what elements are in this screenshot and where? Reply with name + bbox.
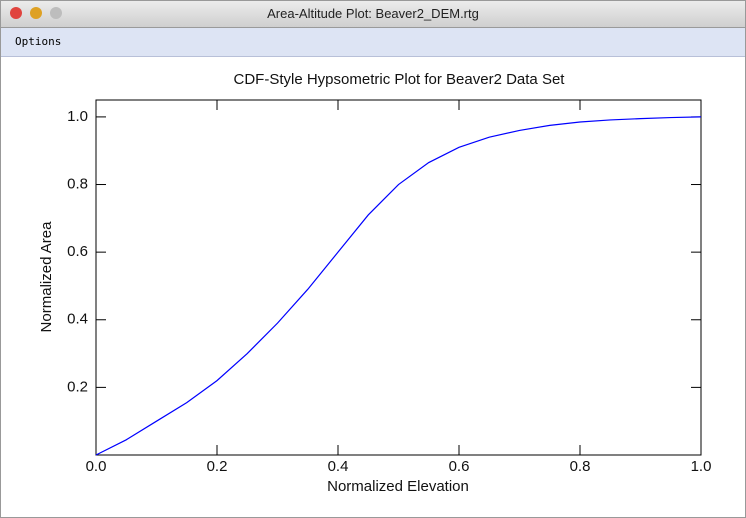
x-tick-label: 1.0 bbox=[691, 458, 712, 475]
x-tick-label: 0.8 bbox=[570, 458, 591, 475]
plot-frame bbox=[95, 99, 702, 456]
data-line bbox=[95, 116, 702, 456]
x-tick-label: 0.2 bbox=[207, 458, 228, 475]
chart-title: CDF-Style Hypsometric Plot for Beaver2 D… bbox=[234, 71, 566, 88]
minimize-button[interactable] bbox=[30, 7, 42, 19]
close-button[interactable] bbox=[10, 7, 22, 19]
y-tick-label: 0.4 bbox=[67, 311, 88, 328]
y-tick-label: 0.8 bbox=[67, 175, 88, 192]
menu-item[interactable]: Options bbox=[15, 35, 62, 48]
window-title: Area-Altitude Plot: Beaver2_DEM.rtg bbox=[267, 6, 479, 21]
x-tick-label: 0.4 bbox=[328, 458, 349, 475]
title-bar: Area-Altitude Plot: Beaver2_DEM.rtg bbox=[1, 1, 745, 28]
menu-bar: Options bbox=[1, 28, 745, 57]
y-tick-label: 0.2 bbox=[67, 378, 88, 395]
x-tick-label: 0.0 bbox=[86, 458, 107, 475]
zoom-button[interactable] bbox=[50, 7, 62, 19]
x-tick-label: 0.6 bbox=[449, 458, 470, 475]
y-tick-label: 1.0 bbox=[67, 108, 88, 125]
y-tick-label: 0.6 bbox=[67, 243, 88, 260]
x-axis-label: Normalized Elevation bbox=[327, 478, 469, 495]
y-axis-label: Normalized Area bbox=[38, 221, 55, 333]
chart: CDF-Style Hypsometric Plot for Beaver2 D… bbox=[38, 71, 712, 495]
